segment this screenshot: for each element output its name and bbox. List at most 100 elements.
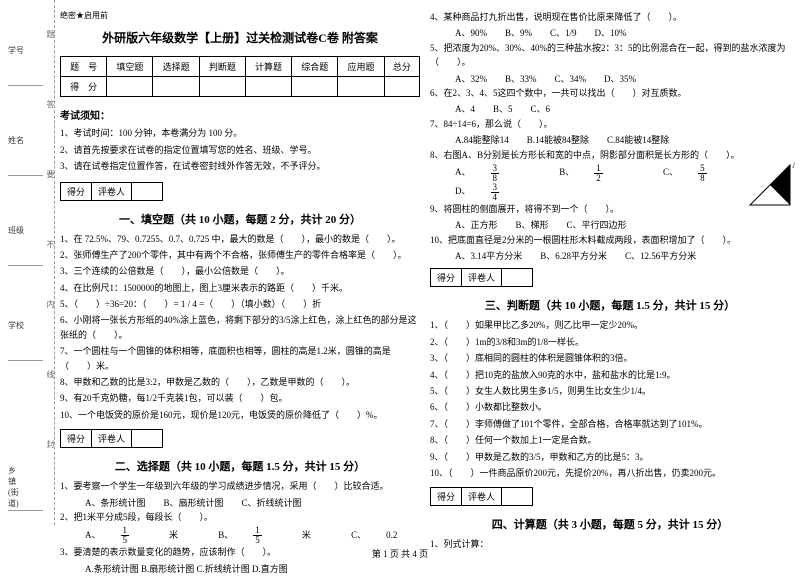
marker-label: 评卷人 xyxy=(92,183,132,200)
td xyxy=(292,77,338,97)
options: A、3.14平方分米 B、6.28平方分米 C、12.56平方分米 xyxy=(430,249,790,263)
th: 计算题 xyxy=(245,57,291,77)
question: 10、（ ）一件商品原价200元，先提价20%，再八折出售，仍卖200元。 xyxy=(430,466,790,480)
score-label: 得分 xyxy=(431,488,462,505)
seal-mark: 要 xyxy=(45,170,56,178)
options: A、90% B、9% C、1/9 D、10% xyxy=(430,26,790,40)
binding-line xyxy=(8,265,43,266)
question: 1、（ ）如果甲比乙多20%，则乙比甲一定少20%。 xyxy=(430,318,790,332)
question: 6、小刚将一张长方形纸的40%涂上蓝色，将剩下部分的3/5涂上红色，涂上红色的部… xyxy=(60,313,420,342)
td: 得 分 xyxy=(61,77,107,97)
fraction: 58 xyxy=(698,164,727,183)
th: 应用题 xyxy=(338,57,384,77)
options: A、15米 B、15米 C、0.2 xyxy=(60,526,420,545)
question: 2、（ ）1m的3/8和3m的1/8一样长。 xyxy=(430,335,790,349)
notice: 3、请在试卷指定位置作答，在试卷密封线外作答无效，不予评分。 xyxy=(60,160,420,174)
question: 1、要考察一个学生一年级到六年级的学习成绩进步情况，采用（ ）比较合适。 xyxy=(60,479,420,493)
opt: B、 xyxy=(218,530,233,540)
td xyxy=(107,77,153,97)
question: 3、（ ）底相同的圆柱的体积是圆锥体积的3倍。 xyxy=(430,351,790,365)
opt: C、 xyxy=(351,530,366,540)
question: 6、在2、3、4、5这四个数中，一共可以找出（ ）对互质数。 xyxy=(430,86,790,100)
fraction: 38 xyxy=(491,164,520,183)
question: 9、（ ）甲数是乙数的3/5，甲数和乙方的比是5：3。 xyxy=(430,450,790,464)
blank xyxy=(502,488,532,505)
seal-mark: 内 xyxy=(45,300,56,308)
question: 7、（ ）李师傅做了101个零件，全部合格，合格率就达到了101%。 xyxy=(430,417,790,431)
notice: 1、考试时间：100 分钟，本卷满分为 100 分。 xyxy=(60,127,420,141)
td xyxy=(153,77,199,97)
td xyxy=(199,77,245,97)
section-title: 二、选择题（共 10 小题，每题 1.5 分，共计 15 分） xyxy=(60,458,420,474)
seal-mark: 线 xyxy=(45,370,56,378)
binding-label: 学校 xyxy=(8,320,24,331)
td xyxy=(338,77,384,97)
seal-mark: 封 xyxy=(45,440,56,448)
seal-mark: 不 xyxy=(45,240,56,248)
fraction: 15 xyxy=(121,526,150,545)
blank xyxy=(132,430,162,447)
binding-label: 乡镇(街道) xyxy=(8,465,20,509)
options: A、条形统计图 B、扇形统计图 C、折线统计图 xyxy=(60,496,420,510)
seal-mark: 题 xyxy=(45,30,56,38)
score-box: 得分 评卷人 xyxy=(430,268,533,287)
question: 3、三个连续的公倍数是（ ），最小公倍数是（ ）。 xyxy=(60,264,420,278)
triangle-figure: A xyxy=(745,160,795,210)
seal-mark: 答 xyxy=(45,100,56,108)
question: 5、（ ）÷36=20：（ ）= 1 / 4 =（ ）（填小数）（ ）折 xyxy=(60,297,420,311)
question: 8、甲数和乙数的比是3:2，甲数是乙数的（ ），乙数是甲数的（ ）。 xyxy=(60,375,420,389)
score-table: 题 号 填空题 选择题 判断题 计算题 综合题 应用题 总分 得 分 xyxy=(60,56,420,97)
question: 2、张师傅生产了200个零件，其中有两个不合格，张师傅生产的零件合格率是（ ）。 xyxy=(60,248,420,262)
marker-label: 评卷人 xyxy=(462,269,502,286)
secret-label: 绝密★启用前 xyxy=(60,10,420,21)
notice: 2、请首先按要求在试卷的指定位置填写您的姓名、班级、学号。 xyxy=(60,144,420,158)
td xyxy=(384,77,419,97)
exam-title: 外研版六年级数学【上册】过关检测试卷C卷 附答案 xyxy=(60,29,420,46)
options: A、38 B、12 C、58 D、34 xyxy=(430,164,790,202)
score-label: 得分 xyxy=(61,183,92,200)
section-title: 三、判断题（共 10 小题，每题 1.5 分，共计 15 分） xyxy=(430,297,790,313)
options: A.84能整除14 B.14能被84整除 C.84能被14整除 xyxy=(430,133,790,147)
score-box: 得分 评卷人 xyxy=(60,429,163,448)
question: 7、一个圆柱与一个圆锥的体积相等，底面积也相等，圆柱的高是1.2米，圆锥的高是（… xyxy=(60,344,420,373)
question: 8、（ ）任何一个数加上1一定是合数。 xyxy=(430,433,790,447)
question: 5、把浓度为20%、30%、40%的三种盐水按2：3：5的比例混合在一起，得到的… xyxy=(430,41,790,70)
binding-line xyxy=(8,360,43,361)
marker-label: 评卷人 xyxy=(92,430,132,447)
th: 填空题 xyxy=(107,57,153,77)
question: 4、在比例尺1：1500000的地图上，图上3厘米表示的路距（ ）千米。 xyxy=(60,281,420,295)
binding-label: 学号 xyxy=(8,45,24,56)
score-label: 得分 xyxy=(61,430,92,447)
fraction: 12 xyxy=(594,164,623,183)
opt: D、 xyxy=(455,186,471,196)
question: 5、（ ）女生人数比男生多1/5，则男生比女生少1/4。 xyxy=(430,384,790,398)
th: 题 号 xyxy=(61,57,107,77)
table-row: 得 分 xyxy=(61,77,420,97)
blank xyxy=(502,269,532,286)
vertex-label: A xyxy=(792,161,795,170)
main-content: 绝密★启用前 外研版六年级数学【上册】过关检测试卷C卷 附答案 题 号 填空题 … xyxy=(60,10,795,576)
binding-label: 班级 xyxy=(8,225,24,236)
question: 7、84÷14=6，那么说（ ）。 xyxy=(430,117,790,131)
td xyxy=(245,77,291,97)
score-label: 得分 xyxy=(431,269,462,286)
opt: B、 xyxy=(559,167,574,177)
section-title: 四、计算题（共 3 小题，每题 5 分，共计 15 分） xyxy=(430,516,790,532)
question: 6、（ ）小数都比整数小。 xyxy=(430,400,790,414)
binding-line xyxy=(8,85,43,86)
th: 总分 xyxy=(384,57,419,77)
fraction: 34 xyxy=(491,183,520,202)
options: A、32% B、33% C、34% D、35% xyxy=(430,72,790,86)
opt: A、 xyxy=(455,167,471,177)
score-box: 得分 评卷人 xyxy=(60,182,163,201)
val: 0.2 xyxy=(386,530,397,540)
fraction: 15 xyxy=(253,526,282,545)
options: A.条形统计图 B.扇形统计图 C.折线统计图 D.直方图 xyxy=(60,562,420,576)
th: 选择题 xyxy=(153,57,199,77)
page-footer: 第 1 页 共 4 页 xyxy=(0,547,800,560)
binding-line xyxy=(8,175,43,176)
right-column: 4、某种商品打九折出售，说明现在售价比原来降低了（ ）。 A、90% B、9% … xyxy=(430,10,790,576)
opt: A、 xyxy=(85,530,101,540)
options: A、正方形 B、梯形 C、平行四边形 xyxy=(430,218,790,232)
score-box: 得分 评卷人 xyxy=(430,487,533,506)
